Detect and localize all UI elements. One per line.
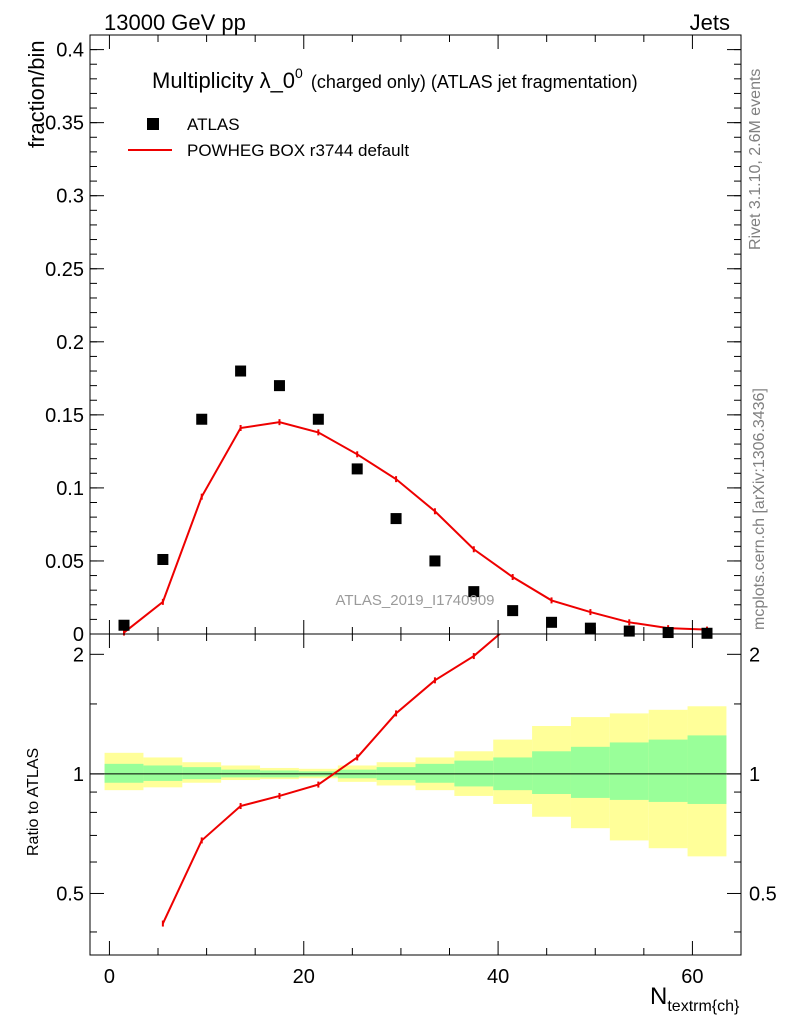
data-point (623, 625, 635, 637)
y-axis-label: fraction/bin (24, 40, 49, 148)
ratio-band-green (104, 763, 144, 783)
ratio-y-tick-label: 2 (73, 644, 84, 666)
y-tick-label: 0.4 (56, 40, 84, 62)
ratio-band-green (609, 742, 649, 800)
data-point (429, 555, 441, 567)
ratio-band-green (648, 739, 688, 802)
x-tick-label: 20 (293, 966, 315, 988)
data-point (584, 622, 596, 634)
legend: ATLAS POWHEG BOX r3744 default (128, 115, 409, 160)
y-tick-label: 0 (73, 624, 84, 646)
ratio-mc-line (161, 634, 502, 924)
legend-label-atlas: ATLAS (187, 115, 240, 134)
chart-title: Multiplicity λ_00 (charged only) (ATLAS j… (152, 65, 638, 93)
ratio-frame (89, 633, 742, 956)
ratio-y-tick-label: 0.5 (56, 883, 84, 905)
header-right: Jets (690, 10, 730, 35)
data-point (351, 463, 363, 475)
data-point (507, 605, 519, 617)
ratio-y-tick-label-right: 2 (749, 644, 760, 666)
data-point (390, 513, 402, 525)
ratio-y-label: Ratio to ATLAS (25, 748, 42, 856)
y-tick-label: 0.2 (56, 332, 84, 354)
rivet-label: Rivet 3.1.10, 2.6M events (747, 69, 764, 250)
ratio-y-tick-label-right: 1 (749, 764, 760, 786)
ratio-y-tick-label: 1 (73, 764, 84, 786)
x-tick-label: 40 (487, 966, 509, 988)
y-tick-label: 0.3 (56, 186, 84, 208)
ratio-plot: 0 20 40 60 0.5 0.5 1 1 2 2 (56, 633, 777, 988)
x-tick-label: 60 (681, 966, 703, 988)
watermark: ATLAS_2019_I1740909 (335, 592, 494, 609)
data-point (546, 616, 558, 628)
data-point (662, 627, 674, 639)
data-point (118, 619, 130, 631)
ratio-band-green (182, 767, 222, 780)
data-point (468, 586, 480, 598)
y-tick-label: 0.1 (56, 478, 84, 500)
data-point (196, 413, 208, 425)
ratio-band-green (532, 751, 571, 794)
y-tick-label: 0.35 (45, 113, 84, 135)
y-tick-label: 0.15 (45, 405, 84, 427)
y-tick-label: 0.25 (45, 259, 84, 281)
data-point (157, 553, 169, 565)
ratio-y-tick-label-right: 0.5 (749, 883, 777, 905)
x-tick-label: 0 (104, 966, 115, 988)
legend-marker-atlas (147, 118, 159, 130)
data-point (235, 365, 247, 377)
x-axis-label: Ntextrm{ch} (650, 983, 740, 1015)
data-point (273, 380, 285, 392)
header-left: 13000 GeV pp (104, 10, 246, 35)
ratio-band-green (143, 765, 183, 781)
y-tick-label: 0.05 (45, 551, 84, 573)
ratio-band-green (687, 735, 727, 804)
legend-label-powheg: POWHEG BOX r3744 default (187, 141, 409, 160)
ratio-band-green (415, 763, 455, 783)
data-point (701, 627, 713, 639)
data-point (312, 413, 324, 425)
mc-line (123, 421, 708, 634)
ratio-band-green (570, 746, 610, 798)
mcplots-label: mcplots.cern.ch [arXiv:1306.3436] (751, 388, 768, 630)
